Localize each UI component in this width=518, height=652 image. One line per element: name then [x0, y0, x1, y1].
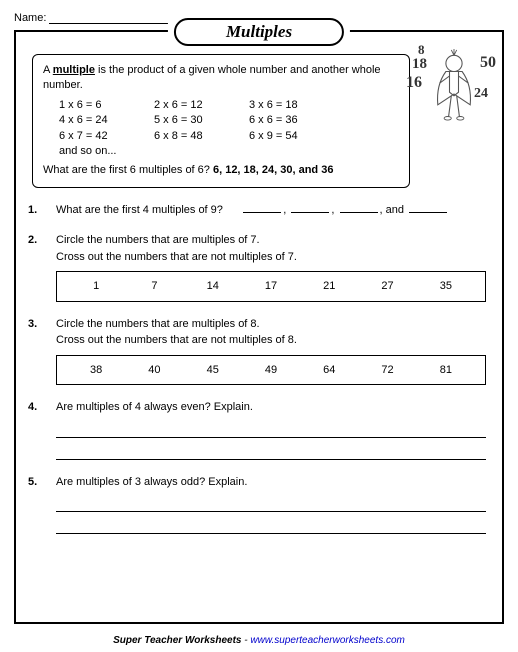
footer-link[interactable]: www.superteacherworksheets.com	[250, 635, 405, 646]
title-wrap: Multiples	[168, 18, 350, 46]
answer-blank[interactable]	[340, 212, 378, 213]
so-on: and so on...	[59, 144, 399, 159]
answer-blank[interactable]	[409, 212, 447, 213]
eq-row-2: 4 x 6 = 245 x 6 = 306 x 6 = 36	[59, 113, 399, 128]
answer-blank[interactable]	[291, 212, 329, 213]
footer-brand: Super Teacher Worksheets	[113, 635, 241, 646]
answer-line[interactable]	[56, 442, 486, 460]
page-title: Multiples	[174, 18, 344, 46]
name-label: Name:	[14, 12, 46, 24]
definition-text: A multiple is the product of a given who…	[43, 63, 399, 94]
hero-illustration: 8 18 50 16 24	[414, 40, 494, 132]
question-4: 4. Are multiples of 4 always even? Expla…	[28, 399, 490, 460]
definition-box: A multiple is the product of a given who…	[32, 54, 410, 188]
footer: Super Teacher Worksheets - www.superteac…	[0, 635, 518, 646]
number-box-q3[interactable]: 38404549647281	[56, 355, 486, 386]
question-5: 5. Are multiples of 3 always odd? Explai…	[28, 474, 490, 535]
eq-row-1: 1 x 6 = 62 x 6 = 123 x 6 = 18	[59, 98, 399, 113]
question-1: 1. What are the first 4 multiples of 9? …	[28, 202, 490, 219]
definition-prompt: What are the first 6 multiples of 6? 6, …	[43, 163, 399, 178]
answer-line[interactable]	[56, 516, 486, 534]
answer-line[interactable]	[56, 494, 486, 512]
eq-row-3: 6 x 7 = 426 x 8 = 486 x 9 = 54	[59, 129, 399, 144]
question-3: 3. Circle the numbers that are multiples…	[28, 316, 490, 386]
number-box-q2[interactable]: 171417212735	[56, 271, 486, 302]
answer-line[interactable]	[56, 420, 486, 438]
question-2: 2. Circle the numbers that are multiples…	[28, 232, 490, 302]
answer-blank[interactable]	[243, 212, 281, 213]
worksheet-frame: Multiples 8 18 50 16 24 A multiple is th…	[14, 30, 504, 624]
